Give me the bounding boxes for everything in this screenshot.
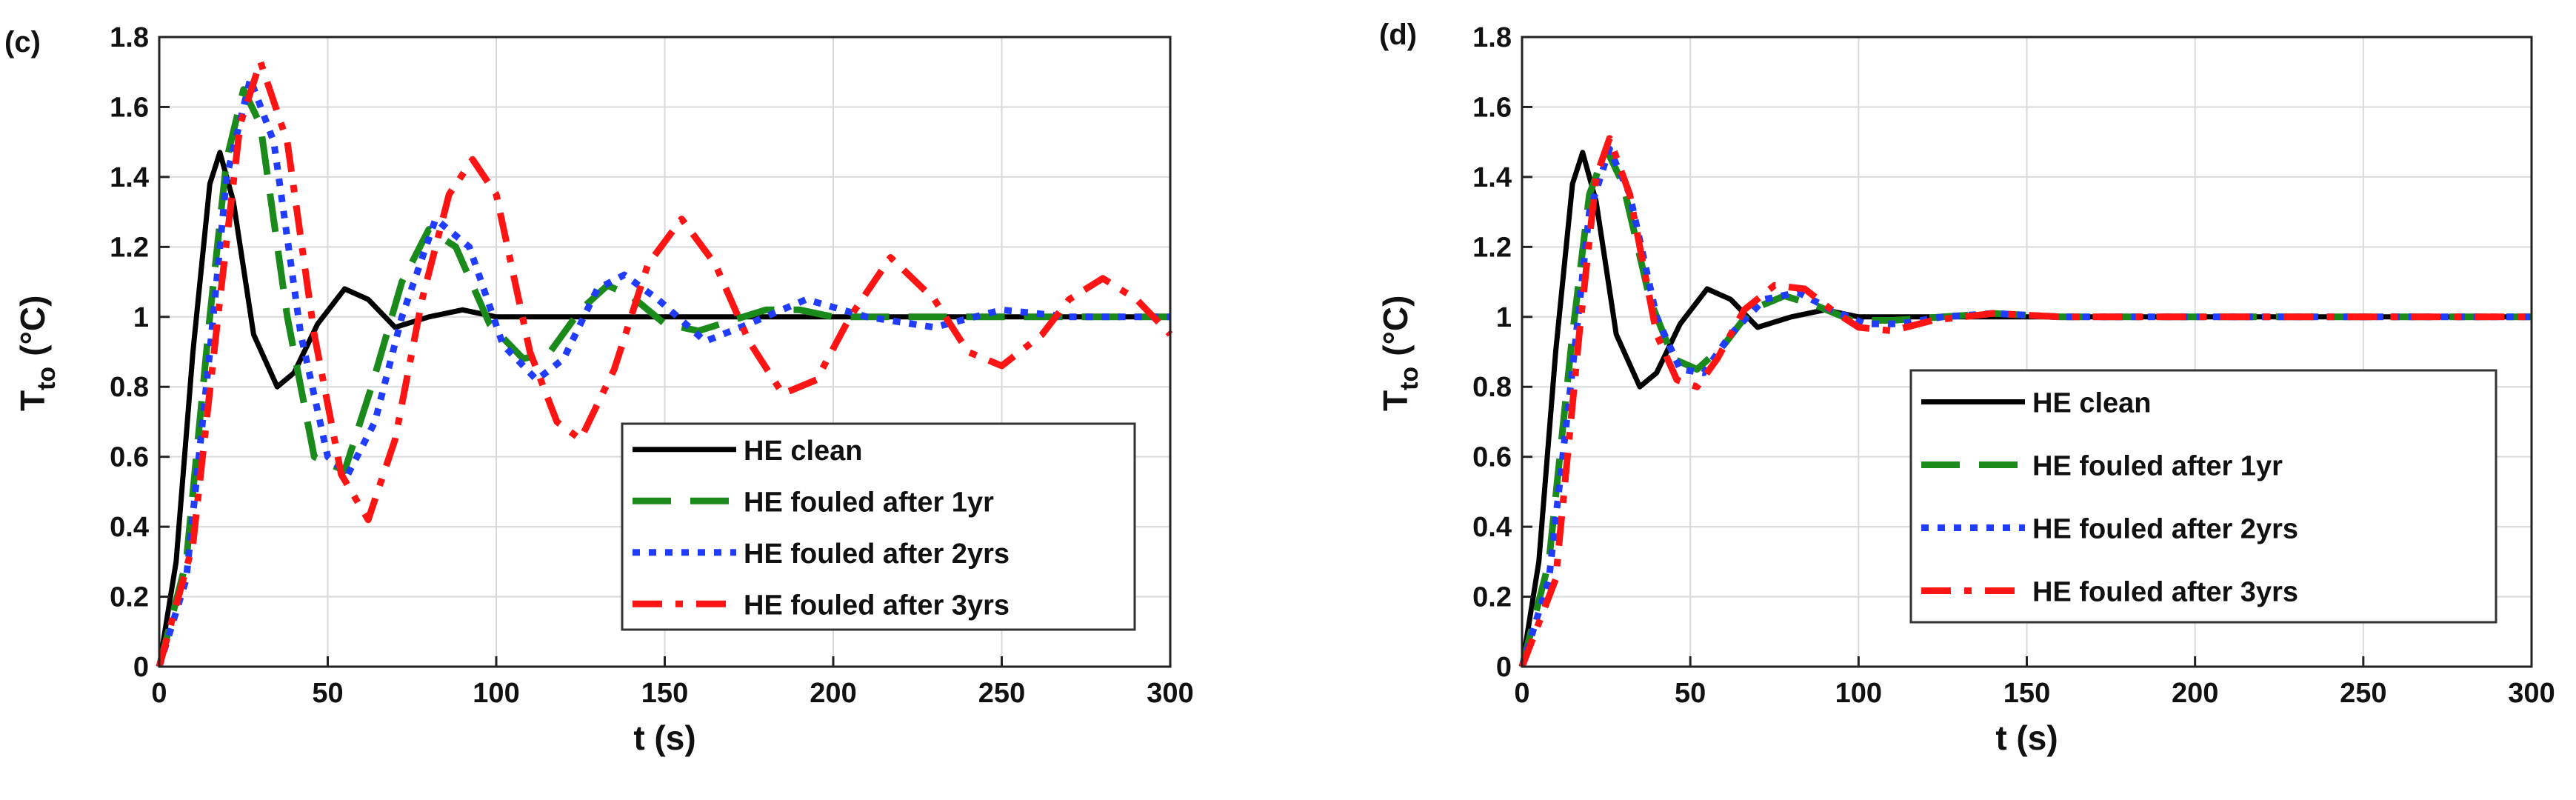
y-tick-label: 0.6 [110, 442, 149, 473]
legend-label: HE clean [744, 436, 863, 467]
y-tick-label: 1.6 [110, 92, 149, 123]
x-tick-label: 50 [312, 678, 343, 709]
panel-label: (d) [1379, 19, 1417, 51]
x-tick-label: 100 [1835, 678, 1882, 709]
y-axis-label: Tto (°C) [13, 296, 61, 411]
x-tick-label: 250 [2340, 678, 2386, 709]
chart-panel-d: 0 50 100 150 200 250 300 0 0.2 0.4 0.6 0.8 1 1.2 1.4 1.… [1363, 0, 2576, 800]
line-chart-c: 0 50 100 150 200 250 300 0 0.2 0.4 0.6 0.8 1 1.2 1.4 1.… [4, 22, 1194, 757]
panel-label: (c) [4, 26, 41, 59]
y-axis-label-subscript: to [1395, 367, 1424, 390]
x-tick-label: 300 [1147, 678, 1193, 709]
legend-label: HE fouled after 2yrs [2032, 514, 2298, 545]
y-tick-label: 1.8 [110, 22, 149, 53]
y-tick-label: 1.6 [1472, 92, 1512, 123]
chart-panel-c: 0 50 100 150 200 250 300 0 0.2 0.4 0.6 0.8 1 1.2 1.4 1.… [0, 0, 1207, 800]
y-tick-label: 0.8 [1472, 372, 1512, 403]
x-tick-label: 200 [2172, 678, 2218, 709]
y-tick-label: 0.4 [1472, 512, 1512, 543]
legend-label: HE fouled after 1yr [2032, 451, 2283, 482]
series-line-he-fouled-after-2yrs [156, 76, 1170, 668]
x-tick-label: 150 [641, 678, 688, 709]
y-tick-label: 0 [1496, 652, 1512, 683]
series-line-he-clean [156, 150, 1170, 667]
y-tick-label: 1.2 [1472, 232, 1512, 263]
x-tick-label: 0 [151, 678, 167, 709]
legend-box [1909, 369, 2497, 624]
x-tick-label: 250 [978, 678, 1025, 709]
legend-box [621, 422, 1136, 631]
y-tick-label: 0.6 [1472, 442, 1512, 473]
y-axis-label: Tto (°C) [1376, 296, 1424, 411]
legend-label: HE fouled after 3yrs [744, 590, 1010, 621]
legend-label: HE fouled after 1yr [744, 487, 994, 518]
series-line-he-clean [1519, 150, 2532, 667]
legend-label: HE fouled after 2yrs [744, 539, 1010, 570]
series-line-he-fouled-after-3yrs [1518, 135, 2532, 668]
y-tick-label: 1.2 [110, 232, 149, 263]
x-tick-label: 300 [2508, 678, 2555, 709]
y-axis-label-main: T [13, 390, 52, 411]
x-tick-label: 0 [1514, 678, 1529, 709]
x-tick-label: 200 [810, 678, 856, 709]
y-tick-label: 0.8 [110, 372, 149, 403]
x-tick-label: 50 [1675, 678, 1706, 709]
x-axis-label: t (s) [1995, 719, 2058, 757]
y-tick-label: 1.4 [110, 162, 149, 193]
y-tick-label: 1 [1496, 302, 1512, 333]
x-axis-label: t (s) [633, 719, 695, 757]
y-axis-label-subscript: to [33, 367, 61, 390]
y-tick-label: 0.4 [110, 512, 149, 543]
line-chart-d: 0 50 100 150 200 250 300 0 0.2 0.4 0.6 0.8 1 1.2 1.4 1.… [1376, 19, 2555, 757]
y-axis-label-main: T [1376, 390, 1415, 411]
y-tick-label: 1 [133, 302, 149, 333]
y-axis-label-unit: (°C) [1376, 296, 1415, 356]
y-tick-label: 1.4 [1472, 162, 1512, 193]
y-tick-label: 0 [133, 652, 149, 683]
y-tick-label: 0.2 [110, 582, 149, 613]
legend-label: HE fouled after 3yrs [2032, 577, 2298, 608]
y-tick-label: 0.2 [1472, 582, 1512, 613]
y-tick-label: 1.8 [1472, 22, 1512, 53]
legend-label: HE clean [2032, 388, 2152, 419]
x-tick-label: 100 [473, 678, 519, 709]
y-axis-label-unit: (°C) [13, 296, 52, 356]
x-tick-label: 150 [2003, 678, 2050, 709]
